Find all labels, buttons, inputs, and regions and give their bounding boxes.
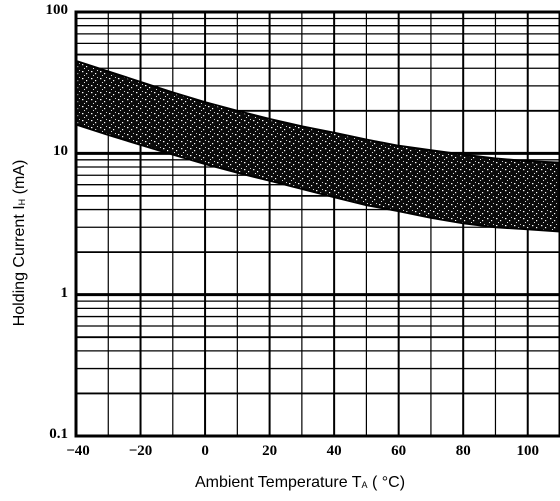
y-tick-label: 0.1 bbox=[49, 426, 68, 442]
holding-current-range-area bbox=[76, 59, 560, 233]
holding-current-band bbox=[76, 59, 560, 233]
x-tick-label: 100 bbox=[516, 443, 539, 459]
x-tick-label: 0 bbox=[201, 443, 209, 459]
y-tick-label: 100 bbox=[45, 2, 69, 18]
x-tick-label: −40 bbox=[66, 443, 90, 459]
x-tick-label: 40 bbox=[326, 443, 342, 459]
x-axis-label: Ambient Temperature TA ( °C) bbox=[194, 474, 406, 491]
x-tick-label: 20 bbox=[262, 443, 278, 459]
y-axis-label: Holding Current IH (mA) bbox=[11, 159, 28, 327]
plot-frame bbox=[74, 10, 560, 438]
y-tick-label: 1 bbox=[60, 284, 69, 301]
x-tick-label: 80 bbox=[455, 443, 471, 459]
x-tick-label: −20 bbox=[128, 443, 153, 459]
y-tick-label: 10 bbox=[53, 143, 68, 160]
x-tick-label: 60 bbox=[391, 443, 407, 459]
